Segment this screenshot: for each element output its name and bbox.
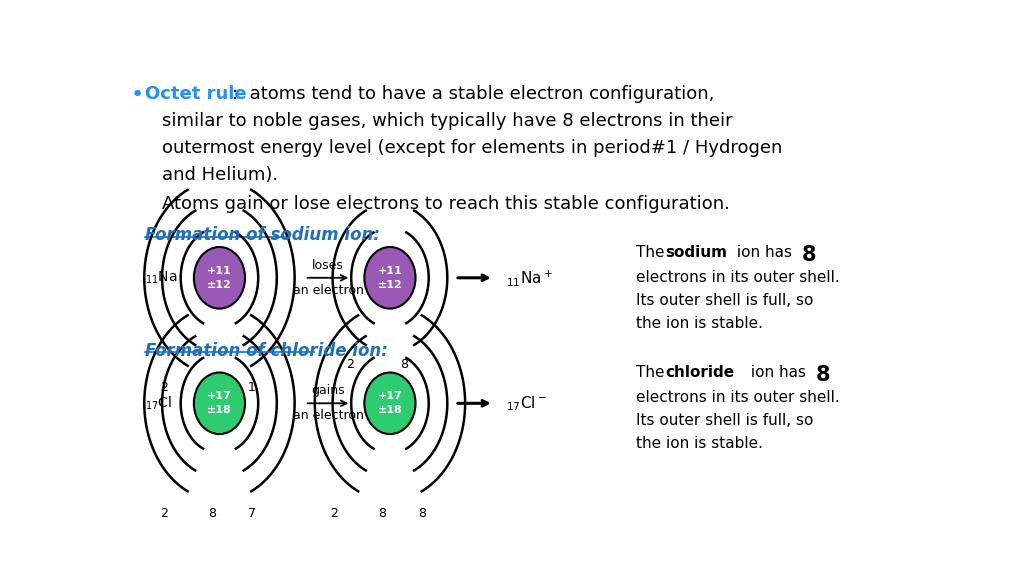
Text: +11
±12: +11 ±12 — [378, 266, 402, 290]
Text: electrons in its outer shell.: electrons in its outer shell. — [636, 390, 840, 405]
Text: 8: 8 — [208, 381, 216, 394]
Text: ion has: ion has — [745, 365, 811, 380]
Text: $_{11}$Na$^+$: $_{11}$Na$^+$ — [506, 268, 553, 288]
Text: 1: 1 — [248, 381, 256, 394]
Text: 2: 2 — [160, 506, 168, 520]
Text: 8: 8 — [378, 506, 386, 520]
Text: the ion is stable.: the ion is stable. — [636, 316, 763, 331]
Text: Octet rule: Octet rule — [145, 85, 247, 103]
Text: chloride: chloride — [665, 365, 734, 380]
Text: 8: 8 — [802, 245, 816, 265]
Text: Its outer shell is full, so: Its outer shell is full, so — [636, 293, 813, 308]
Text: 2: 2 — [330, 506, 338, 520]
Text: sodium: sodium — [665, 245, 727, 260]
Text: 2: 2 — [160, 381, 168, 394]
Text: and Helium).: and Helium). — [162, 166, 279, 184]
Text: similar to noble gases, which typically have 8 electrons in their: similar to noble gases, which typically … — [162, 112, 733, 130]
Text: 8: 8 — [419, 506, 427, 520]
Text: 8: 8 — [400, 358, 408, 371]
Text: The: The — [636, 365, 669, 380]
Text: +11
±12: +11 ±12 — [207, 266, 231, 290]
Text: 8: 8 — [208, 506, 216, 520]
Text: Its outer shell is full, so: Its outer shell is full, so — [636, 414, 813, 429]
Text: Atoms gain or lose electrons to reach this stable configuration.: Atoms gain or lose electrons to reach th… — [162, 195, 730, 213]
Ellipse shape — [365, 373, 416, 434]
Text: an electron: an electron — [293, 284, 364, 297]
Text: 2: 2 — [346, 358, 353, 371]
Ellipse shape — [365, 247, 416, 309]
Text: +17
±18: +17 ±18 — [207, 391, 231, 415]
Ellipse shape — [194, 247, 245, 309]
Text: :  atoms tend to have a stable electron configuration,: : atoms tend to have a stable electron c… — [231, 85, 714, 103]
Text: The: The — [636, 245, 669, 260]
Text: an electron: an electron — [293, 410, 364, 422]
Text: loses: loses — [312, 259, 344, 272]
Text: Formation of chloride ion:: Formation of chloride ion: — [145, 342, 388, 359]
Text: •: • — [131, 85, 144, 105]
Text: ion has: ion has — [732, 245, 797, 260]
Ellipse shape — [194, 373, 245, 434]
Text: +17
±18: +17 ±18 — [378, 391, 402, 415]
Text: 7: 7 — [248, 506, 256, 520]
Text: the ion is stable.: the ion is stable. — [636, 437, 763, 452]
Text: outermost energy level (except for elements in period#1 / Hydrogen: outermost energy level (except for eleme… — [162, 139, 782, 157]
Text: gains: gains — [311, 384, 345, 397]
Text: $_{17}$Cl$^-$: $_{17}$Cl$^-$ — [506, 394, 547, 412]
Text: $_{17}$Cl: $_{17}$Cl — [145, 395, 172, 412]
Text: $_{11}$Na: $_{11}$Na — [145, 270, 177, 286]
Text: electrons in its outer shell.: electrons in its outer shell. — [636, 270, 840, 285]
Text: Formation of sodium ion:: Formation of sodium ion: — [145, 226, 380, 244]
Text: 8: 8 — [815, 365, 829, 385]
